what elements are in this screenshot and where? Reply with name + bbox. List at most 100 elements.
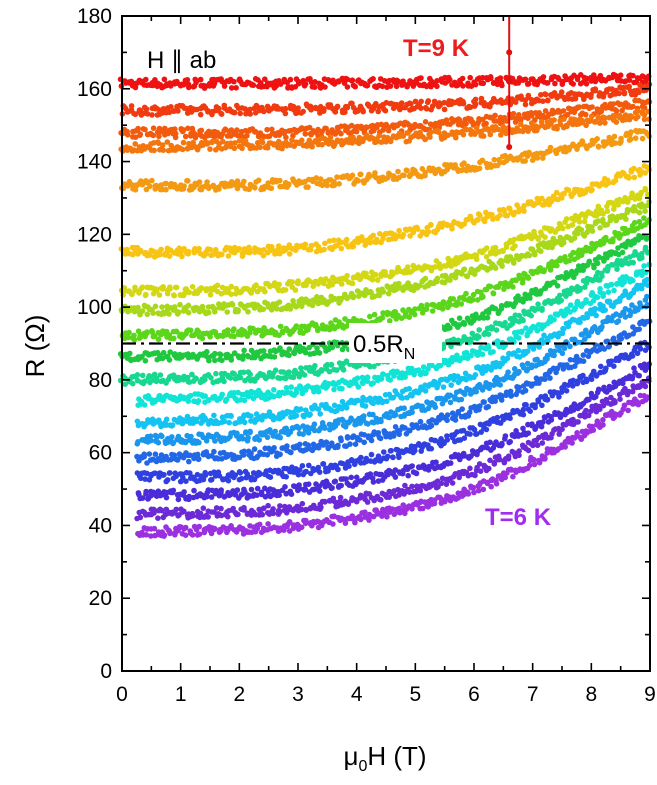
data-point xyxy=(561,345,568,352)
data-point xyxy=(588,113,595,120)
data-point xyxy=(146,306,153,313)
data-point xyxy=(522,387,529,394)
data-point xyxy=(400,287,406,294)
data-point xyxy=(621,89,628,96)
data-point xyxy=(385,127,392,134)
data-point xyxy=(498,261,505,267)
data-point xyxy=(639,135,646,142)
data-point xyxy=(277,323,284,330)
data-point xyxy=(539,305,545,312)
data-point xyxy=(156,392,163,399)
data-point xyxy=(290,298,296,304)
data-point xyxy=(469,348,476,354)
data-point xyxy=(616,90,622,97)
data-point xyxy=(315,281,321,287)
data-point xyxy=(292,303,298,309)
data-point xyxy=(583,81,590,87)
data-point xyxy=(567,302,574,308)
data-point xyxy=(247,330,253,336)
data-point xyxy=(167,349,173,355)
data-point xyxy=(202,415,208,421)
data-point xyxy=(418,75,424,81)
data-point xyxy=(518,121,524,127)
data-point xyxy=(231,333,237,340)
data-point xyxy=(599,344,605,350)
data-point xyxy=(130,380,136,387)
data-point xyxy=(172,284,179,291)
data-point xyxy=(196,179,203,185)
data-point xyxy=(203,438,210,444)
data-point xyxy=(137,107,144,114)
data-point xyxy=(168,104,174,110)
data-point xyxy=(490,290,497,297)
data-point xyxy=(233,85,239,91)
data-point xyxy=(467,74,474,81)
data-point xyxy=(463,120,469,127)
data-point xyxy=(443,117,450,123)
data-point xyxy=(450,119,457,125)
data-point xyxy=(131,337,138,343)
data-point xyxy=(241,419,248,426)
data-point xyxy=(486,283,492,290)
data-point xyxy=(594,294,601,301)
data-point xyxy=(545,244,551,251)
data-point xyxy=(605,289,612,295)
data-point xyxy=(466,103,472,110)
data-point xyxy=(260,107,266,114)
data-point xyxy=(453,82,460,89)
data-point xyxy=(473,252,480,259)
data-point xyxy=(434,127,441,134)
data-point xyxy=(511,98,518,105)
data-point xyxy=(190,84,197,90)
data-point xyxy=(139,353,145,360)
data-point xyxy=(264,434,271,441)
data-point xyxy=(528,383,535,389)
data-point xyxy=(447,325,453,331)
data-point xyxy=(182,77,189,84)
data-point xyxy=(317,411,324,417)
data-point xyxy=(458,396,465,403)
data-point xyxy=(553,238,560,245)
data-point xyxy=(402,226,409,233)
data-point xyxy=(371,311,378,318)
data-point xyxy=(283,134,289,141)
data-point xyxy=(525,330,531,337)
data-point xyxy=(185,309,192,316)
data-point xyxy=(203,287,210,294)
data-point xyxy=(155,336,162,343)
data-point xyxy=(516,272,522,279)
data-point xyxy=(641,112,648,118)
data-point xyxy=(479,157,486,164)
data-point xyxy=(360,108,367,115)
data-point xyxy=(531,228,537,235)
data-point xyxy=(380,289,387,295)
data-point xyxy=(180,139,187,146)
data-point xyxy=(525,275,532,281)
data-point xyxy=(560,225,566,232)
data-point xyxy=(326,238,333,244)
data-point xyxy=(487,103,493,110)
data-point xyxy=(615,318,622,324)
data-point xyxy=(221,378,227,385)
data-point xyxy=(396,227,402,234)
data-point xyxy=(282,287,289,293)
data-point xyxy=(318,276,324,283)
data-point xyxy=(540,98,546,104)
data-point xyxy=(237,182,243,188)
data-point xyxy=(134,372,141,378)
data-point xyxy=(521,202,527,209)
data-point xyxy=(135,125,141,132)
data-point xyxy=(459,75,466,82)
data-point xyxy=(166,311,172,317)
series-6 xyxy=(118,185,651,299)
data-point xyxy=(179,146,186,153)
data-point xyxy=(447,277,453,283)
data-point xyxy=(474,217,481,223)
data-point xyxy=(644,293,650,300)
data-point xyxy=(437,102,443,108)
data-point xyxy=(228,283,235,290)
data-point xyxy=(163,416,170,423)
data-point xyxy=(580,358,587,365)
data-point xyxy=(163,180,169,187)
